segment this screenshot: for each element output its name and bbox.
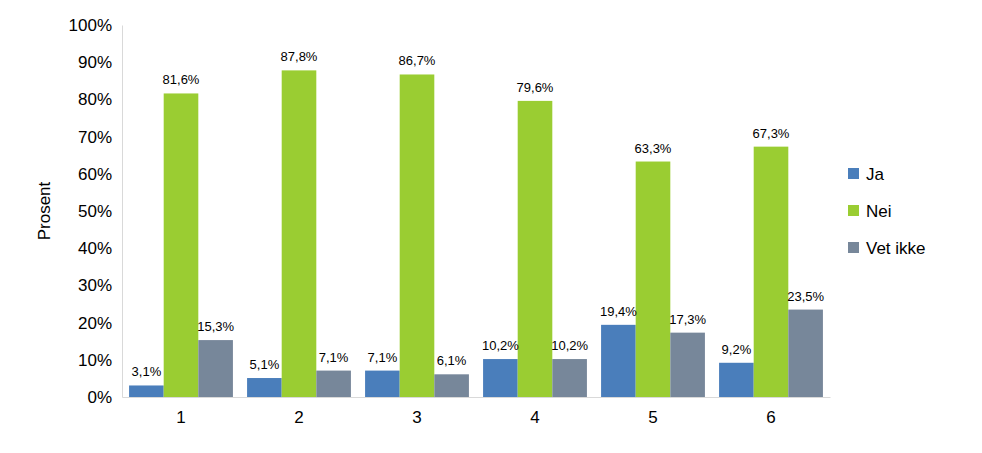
data-label: 9,2%: [722, 342, 752, 357]
y-tick-label: 0%: [87, 388, 112, 407]
y-tick: 40%: [78, 239, 122, 258]
data-label: 15,3%: [197, 319, 234, 334]
bar: [636, 162, 671, 397]
x-tick-label: 2: [294, 408, 303, 427]
legend-swatch: [848, 168, 859, 179]
x-tick-label: 5: [648, 408, 657, 427]
data-label: 79,6%: [517, 80, 554, 95]
x-axis: 1 2 3 4 5 6: [123, 397, 831, 427]
y-tick: 20%: [78, 314, 122, 333]
legend-item: Nei: [848, 202, 892, 221]
y-axis-title: Prosent: [35, 181, 54, 240]
y-tick: 50%: [78, 202, 122, 221]
data-label: 63,3%: [635, 141, 672, 156]
x-tick-label: 4: [530, 408, 539, 427]
data-label: 7,1%: [368, 350, 398, 365]
x-tick: 5: [648, 397, 657, 427]
data-label: 87,8%: [281, 49, 318, 64]
bar: [129, 385, 164, 397]
chart: 0%10%20%30%40%50%60%70%80%90%100%1234563…: [0, 0, 982, 453]
bar: [316, 371, 351, 397]
bar: [198, 340, 233, 397]
legend-swatch: [848, 205, 859, 216]
legend: Ja Nei Vet ikke: [848, 165, 926, 258]
bar: [754, 147, 789, 397]
bar: [483, 359, 518, 397]
x-axis-line: [123, 397, 831, 398]
y-tick: 70%: [78, 128, 122, 147]
data-label: 3,1%: [132, 364, 162, 379]
y-tick-label: 80%: [78, 90, 112, 109]
y-tick-label: 70%: [78, 128, 112, 147]
x-tick-label: 3: [412, 408, 421, 427]
x-tick: 3: [412, 397, 421, 427]
legend-swatch: [848, 242, 859, 253]
y-tick-label: 20%: [78, 314, 112, 333]
y-tick: 30%: [78, 276, 122, 295]
data-label: 10,2%: [551, 338, 588, 353]
data-label: 23,5%: [787, 289, 824, 304]
bar: [400, 74, 435, 397]
data-label: 7,1%: [319, 350, 349, 365]
data-label: 17,3%: [669, 312, 706, 327]
data-label: 86,7%: [399, 53, 436, 68]
y-tick: 100%: [69, 16, 122, 35]
bar: [788, 310, 823, 397]
data-labels: 3,1% 5,1% 7,1% 10,2% 19,4% 9,2% 81,6% 87,8% 86,7…: [132, 49, 825, 379]
y-tick: 60%: [78, 165, 122, 184]
data-label: 6,1%: [437, 353, 467, 368]
data-label: 10,2%: [482, 338, 519, 353]
bar: [282, 70, 317, 397]
bar: [164, 93, 199, 397]
y-axis-line: [122, 26, 123, 398]
data-label: 67,3%: [753, 126, 790, 141]
legend-label: Nei: [866, 202, 892, 221]
data-label: 81,6%: [163, 72, 200, 87]
bar-series: [198, 310, 823, 397]
y-tick-label: 40%: [78, 239, 112, 258]
y-tick: 0%: [87, 388, 122, 407]
x-tick-label: 1: [176, 408, 185, 427]
plot: 0%10%20%30%40%50%60%70%80%90%100%1234563…: [69, 16, 831, 427]
bar: [365, 371, 400, 397]
y-tick-label: 100%: [69, 16, 112, 35]
x-tick: 6: [766, 397, 775, 427]
legend-item: Vet ikke: [848, 239, 926, 258]
y-tick-label: 90%: [78, 53, 112, 72]
bar: [434, 374, 469, 397]
y-tick-label: 10%: [78, 351, 112, 370]
y-tick-label: 60%: [78, 165, 112, 184]
bar: [670, 333, 705, 397]
bar: [719, 363, 754, 397]
bar: [601, 325, 636, 397]
legend-label: Ja: [866, 165, 885, 184]
x-tick-label: 6: [766, 408, 775, 427]
y-tick-label: 30%: [78, 276, 112, 295]
bar: [518, 101, 553, 397]
bar-series: [164, 70, 789, 397]
y-tick: 80%: [78, 90, 122, 109]
bar: [247, 378, 282, 397]
data-label: 19,4%: [600, 304, 637, 319]
bars: [129, 70, 823, 397]
x-tick: 2: [294, 397, 303, 427]
y-tick-label: 50%: [78, 202, 112, 221]
y-axis: 0% 10% 20% 30% 40% 50% 60% 70% 80% 90% 100%: [69, 16, 123, 407]
legend-item: Ja: [848, 165, 885, 184]
x-tick: 1: [176, 397, 185, 427]
x-tick: 4: [530, 397, 539, 427]
y-tick: 10%: [78, 351, 122, 370]
legend-label: Vet ikke: [866, 239, 926, 258]
data-label: 5,1%: [250, 357, 280, 372]
bar: [552, 359, 587, 397]
y-tick: 90%: [78, 53, 122, 72]
